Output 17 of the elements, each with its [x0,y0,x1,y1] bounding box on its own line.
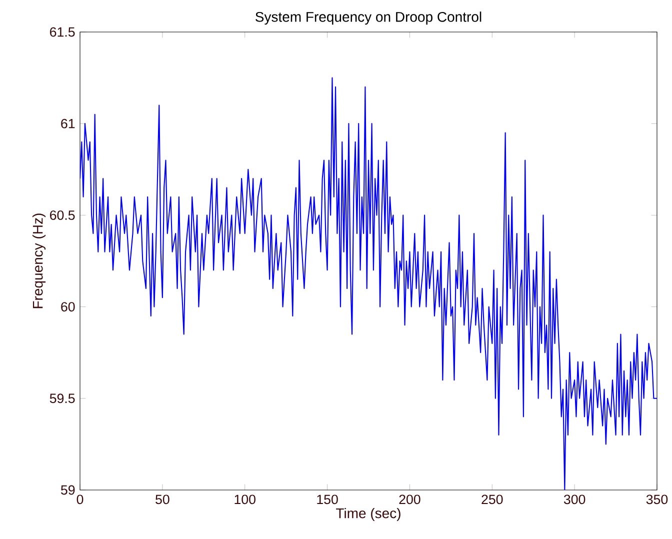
x-tick-label: 100 [234,494,256,504]
y-tick-label: 60.5 [50,210,75,220]
x-tick-label: 0 [76,494,84,504]
y-tick-label: 61 [61,118,75,128]
chart-title: System Frequency on Droop Control [256,12,482,25]
y-tick-label: 59 [61,485,75,495]
x-axis-title: Time (sec) [336,508,400,522]
x-tick-label: 50 [156,494,170,504]
y-tick-label: 60 [61,302,75,312]
y-tick-label: 59.5 [50,394,75,404]
y-axis-title: Frequency (Hz) [32,214,46,308]
x-tick-label: 200 [399,494,420,504]
x-tick-label: 150 [317,494,338,504]
x-tick-label: 300 [564,494,586,504]
x-tick-label: 250 [482,494,503,504]
y-tick-label: 61.5 [50,27,75,37]
x-tick-label: 350 [646,494,668,504]
